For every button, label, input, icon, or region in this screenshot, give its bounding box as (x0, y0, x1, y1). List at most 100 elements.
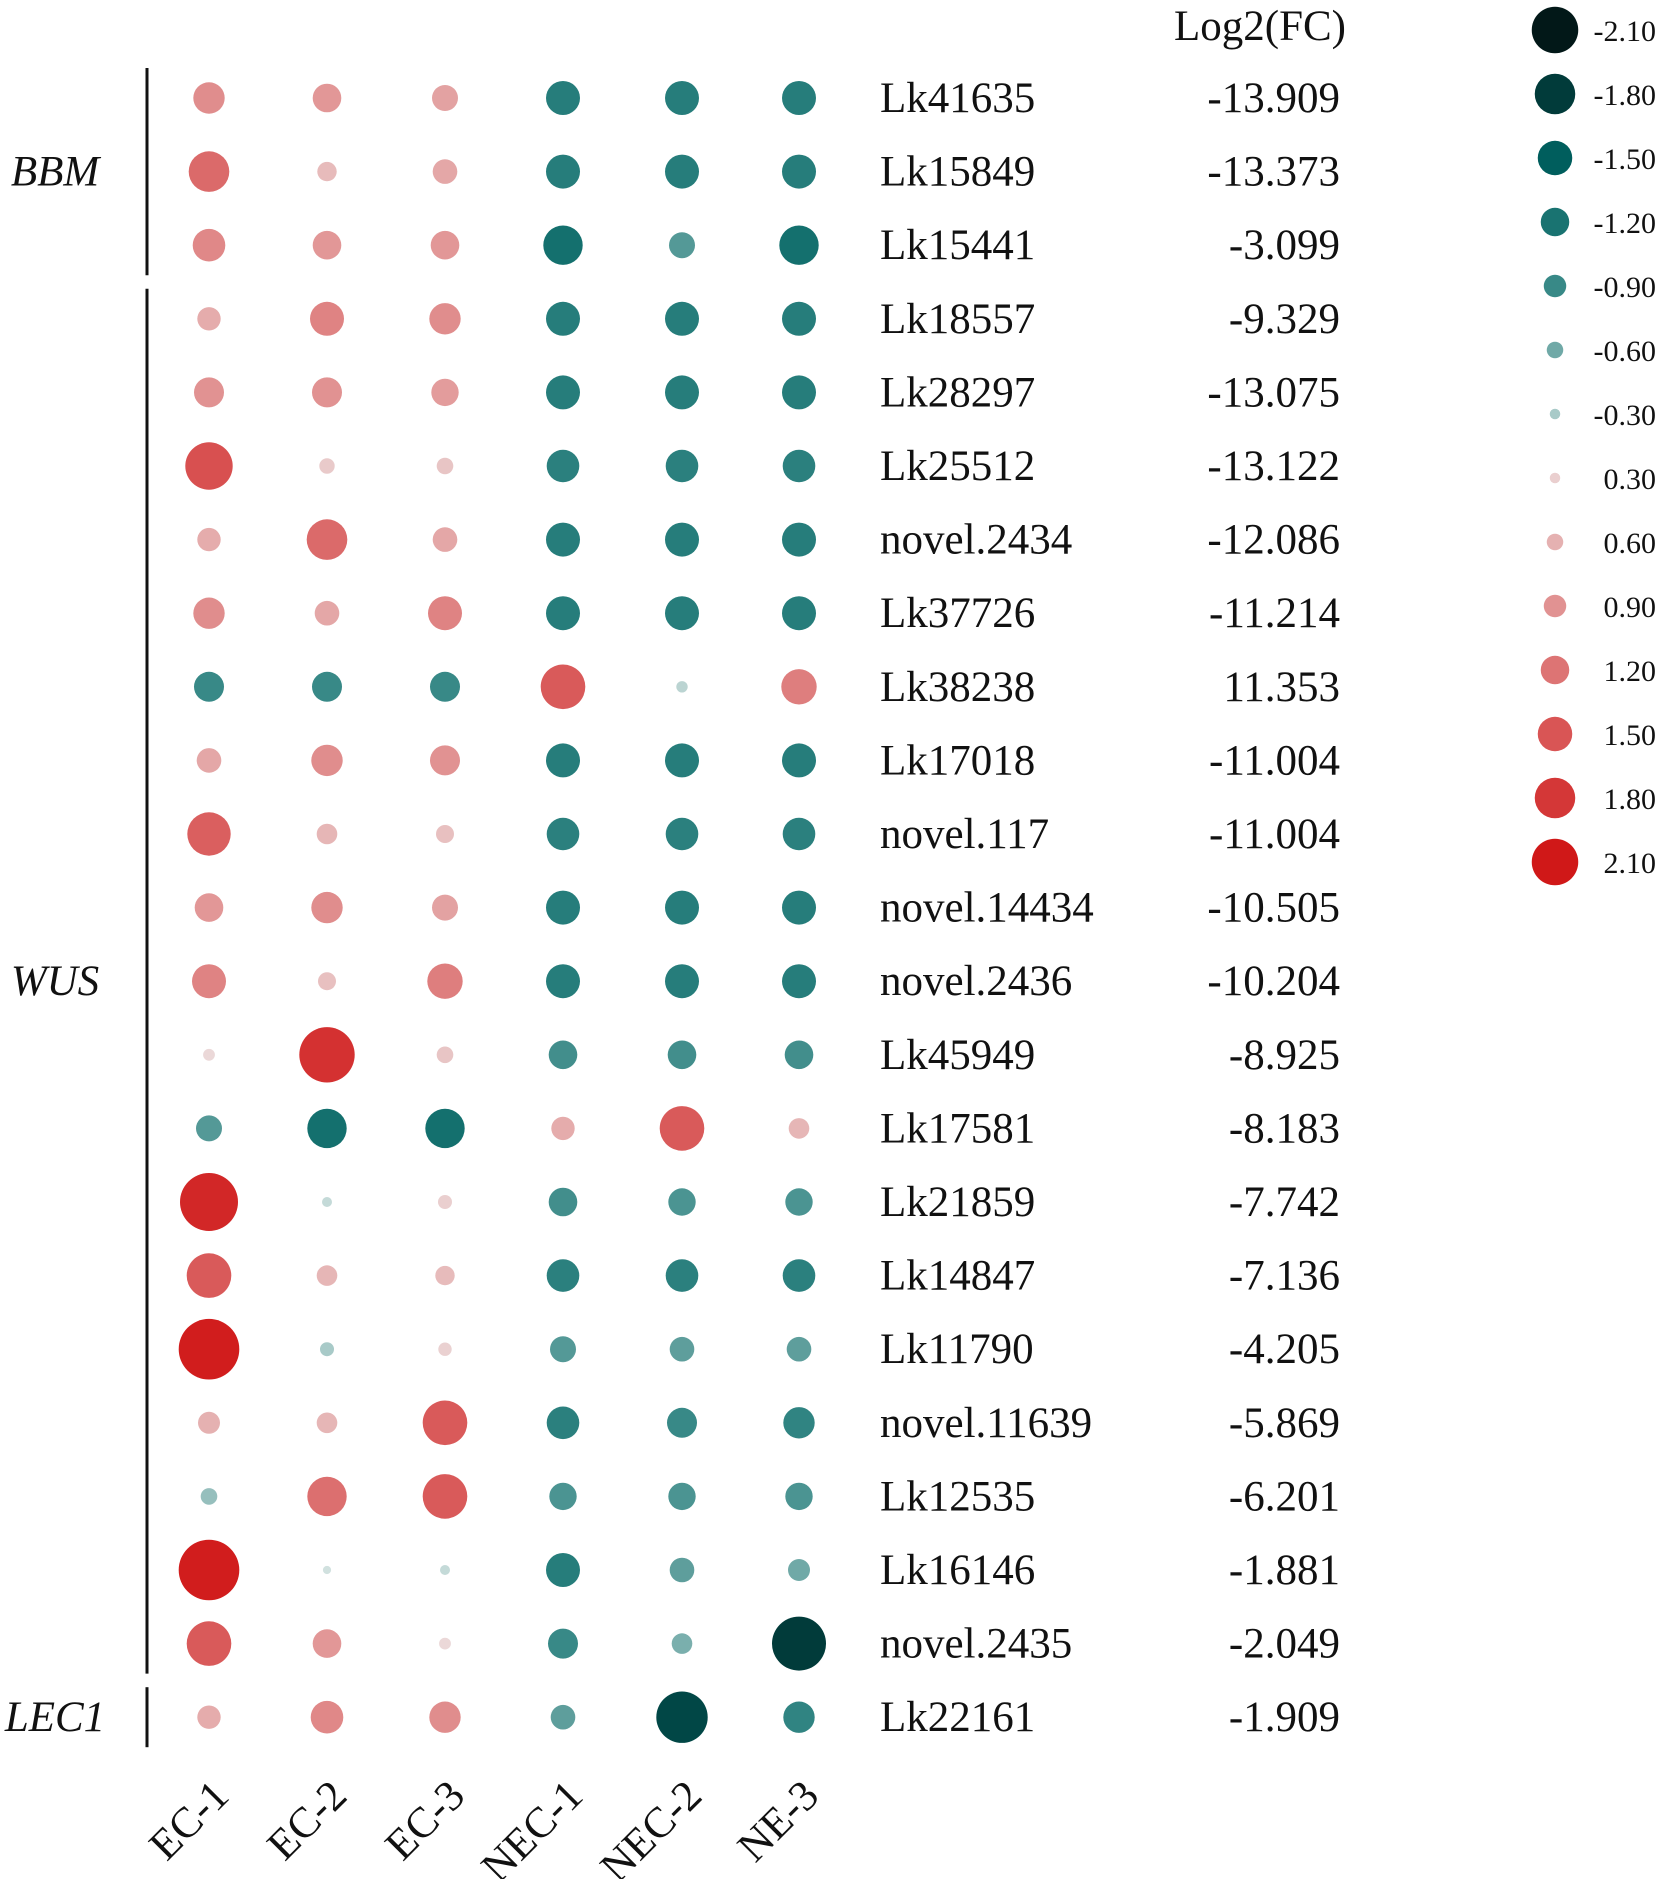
bubble-Lk14847-NE-3 (782, 1259, 816, 1292)
size-color-legend: -2.10 -1.80 -1.50 -1.20 -0.90 -0.60 -0.30 0.30 0… (1531, 6, 1657, 886)
gene-label: Lk11790 (880, 1326, 1034, 1373)
bubble-Lk15849-EC-1 (188, 151, 230, 192)
gene-label: Lk37726 (880, 590, 1035, 637)
bubble-Lk15441-NE-3 (779, 225, 819, 265)
gene-label: Lk25512 (880, 443, 1035, 490)
bubble-Lk12535-NE-3 (785, 1482, 813, 1511)
legend-label: -1.20 (1594, 207, 1657, 240)
legend-bubble (1540, 655, 1570, 685)
bubble-novel.11639-EC-1 (198, 1411, 220, 1434)
bubble-Lk12535-NEC-1 (549, 1482, 577, 1511)
bubble-Lk18557-NEC-2 (665, 301, 699, 336)
fc-value: -7.136 (1229, 1253, 1340, 1300)
bubble-Lk14847-NEC-2 (665, 1259, 699, 1292)
bubble-novel.2436-EC-1 (192, 964, 226, 999)
legend-bubble (1534, 73, 1576, 115)
group-label-BBM: BBM (11, 149, 102, 196)
bubble-Lk18557-NE-3 (782, 301, 816, 336)
bubble-Lk21859-EC-1 (180, 1173, 238, 1231)
gene-label: Lk17581 (880, 1105, 1035, 1152)
bubble-Lk45949-NE-3 (784, 1040, 814, 1070)
bubble-novel.2435-EC-2 (312, 1629, 342, 1658)
bubble-Lk21859-NEC-1 (548, 1187, 578, 1217)
bubble-novel.11639-NEC-2 (667, 1407, 697, 1438)
bubble-Lk17018-EC-1 (196, 748, 222, 773)
legend-label: 1.50 (1604, 719, 1657, 752)
bubble-Lk41635-EC-2 (312, 83, 342, 113)
bubble-Lk11790-NEC-1 (550, 1336, 576, 1363)
bubble-Lk41635-NEC-1 (546, 81, 580, 115)
bubble-novel.2435-EC-1 (186, 1621, 232, 1666)
bubble-Lk15441-NEC-2 (669, 232, 695, 259)
bubble-novel.2436-EC-2 (318, 972, 336, 991)
legend-label: 1.80 (1604, 783, 1657, 816)
bubble-Lk21859-EC-2 (322, 1197, 332, 1207)
bubble-Lk45949-NEC-1 (548, 1040, 578, 1070)
bubble-Lk28297-NE-3 (782, 375, 816, 410)
bubble-Lk25512-NE-3 (782, 449, 816, 483)
bubble-Lk22161-NE-3 (783, 1701, 815, 1733)
bubble-novel.11639-NEC-1 (546, 1406, 580, 1440)
gene-label: Lk21859 (880, 1179, 1035, 1226)
bubble-Lk17581-EC-3 (425, 1108, 465, 1149)
bubble-Lk28297-EC-3 (431, 378, 459, 407)
legend-label: 1.20 (1604, 655, 1657, 688)
gene-label: Lk16146 (880, 1547, 1035, 1594)
gene-label: Lk22161 (880, 1694, 1035, 1741)
gene-label: Lk14847 (880, 1253, 1035, 1300)
bubble-Lk15441-NEC-1 (543, 225, 583, 265)
gene-label: Lk15441 (880, 222, 1035, 269)
bubble-Lk14847-EC-3 (435, 1265, 455, 1286)
fc-value: -10.505 (1207, 885, 1340, 932)
column-label-EC-1: EC-1 (141, 1772, 238, 1869)
bubble-Lk38238-EC-3 (430, 671, 460, 702)
bubble-novel.14434-EC-3 (432, 894, 458, 921)
bubble-Lk37726-EC-3 (428, 596, 462, 631)
bubble-Lk41635-NE-3 (782, 81, 816, 115)
bubble-novel.11639-NE-3 (783, 1407, 815, 1439)
gene-label: novel.2434 (880, 517, 1072, 564)
bubble-Lk37726-NEC-2 (665, 596, 699, 631)
legend-label: 0.30 (1604, 463, 1657, 496)
bubble-novel.2436-NEC-1 (546, 964, 580, 999)
bubble-Lk37726-EC-2 (314, 600, 340, 626)
bubble-Lk14847-NEC-1 (546, 1259, 580, 1292)
bubble-Lk22161-EC-2 (310, 1700, 344, 1734)
fc-value: -13.075 (1207, 369, 1340, 416)
bubble-Lk17018-EC-2 (311, 744, 343, 777)
bubble-novel.117-NEC-2 (665, 817, 699, 851)
fc-value: -3.099 (1229, 222, 1340, 269)
bubble-Lk15849-EC-2 (317, 161, 337, 182)
bubble-Lk16146-NEC-1 (546, 1553, 580, 1587)
bubble-Lk17581-NEC-2 (659, 1106, 705, 1151)
bubble-Lk25512-EC-2 (319, 458, 335, 474)
bubble-Lk41635-EC-1 (193, 82, 225, 114)
bubble-Lk45949-EC-3 (436, 1046, 454, 1064)
bubble-novel.117-EC-1 (187, 812, 231, 856)
column-label-NEC-1: NEC-1 (473, 1772, 592, 1879)
bubble-Lk38238-NE-3 (781, 669, 817, 705)
fc-value: -13.373 (1207, 149, 1340, 196)
bubble-novel.2434-NEC-1 (546, 522, 580, 557)
bubble-Lk16146-EC-1 (178, 1539, 240, 1601)
bubble-Lk38238-EC-1 (194, 671, 224, 702)
fc-value: -12.086 (1207, 517, 1340, 564)
bubble-Lk17018-NE-3 (782, 743, 816, 778)
bubble-Lk45949-EC-1 (203, 1048, 215, 1061)
legend-label: -0.90 (1594, 271, 1657, 304)
bubble-novel.2434-NEC-2 (665, 522, 699, 557)
bubble-Lk21859-NEC-2 (668, 1188, 696, 1216)
bubble-novel.2435-EC-3 (439, 1637, 451, 1650)
bubble-Lk22161-NEC-2 (656, 1691, 708, 1743)
bubble-Lk11790-EC-1 (178, 1318, 240, 1380)
gene-label: Lk18557 (880, 296, 1035, 343)
bubble-Lk38238-EC-2 (312, 671, 342, 702)
bubble-Lk28297-NEC-1 (546, 375, 580, 410)
bubble-novel.2434-EC-3 (432, 527, 458, 552)
legend-bubble (1546, 533, 1564, 551)
legend-bubble (1537, 716, 1573, 752)
gene-label: novel.2436 (880, 958, 1072, 1005)
bubble-novel.2434-EC-2 (306, 519, 348, 560)
bubble-Lk38238-NEC-1 (540, 664, 586, 710)
